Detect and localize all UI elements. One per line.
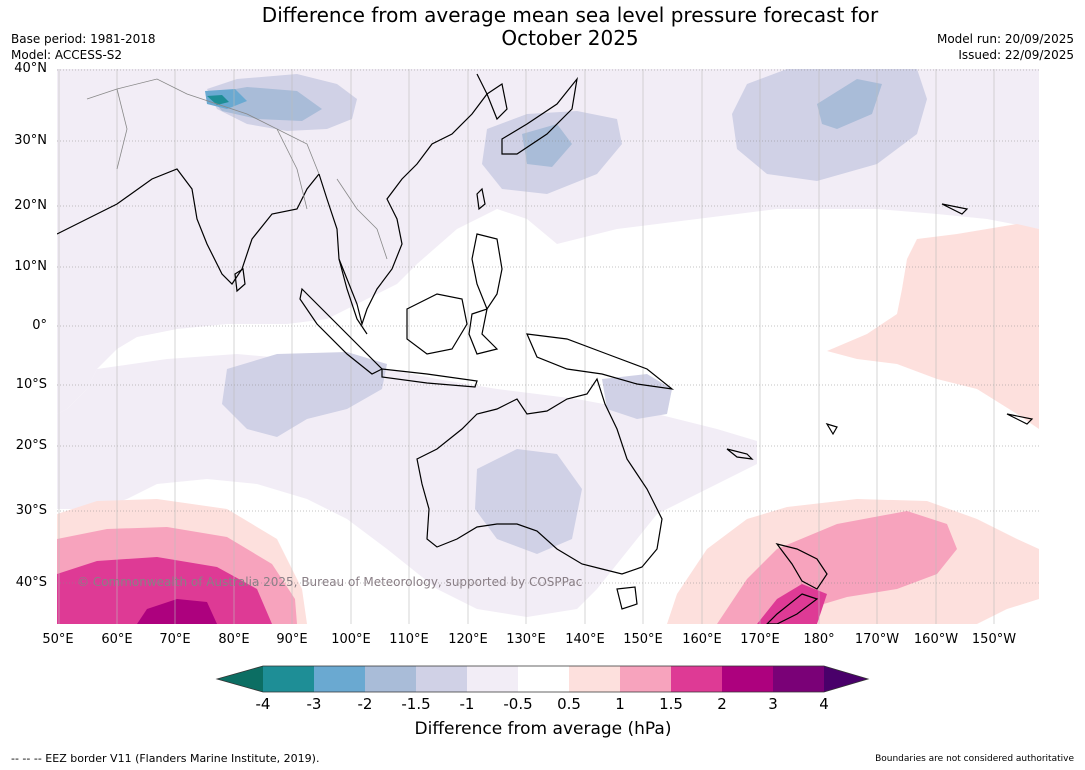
lon-label-50e: 50°E (42, 632, 74, 647)
colorbar-tick-label: 2 (717, 695, 727, 713)
malay-peninsula (338, 258, 368, 335)
pacific-islands (726, 203, 1034, 460)
colorbar-segment-8 (620, 666, 671, 692)
lat-label-40n: 40°N (14, 61, 47, 76)
new-zealand-north (775, 543, 828, 590)
coastlines (57, 73, 1034, 624)
base-period: Base period: 1981-2018 (11, 32, 156, 46)
lon-label-130e: 130°E (506, 632, 546, 647)
anomaly-region-tasman-1.5 (757, 584, 827, 624)
lon-label-80e: 80°E (218, 632, 250, 647)
anomaly-region-australia (475, 449, 582, 554)
model-name: Model: ACCESS-S2 (11, 48, 123, 62)
meridians (58, 69, 995, 624)
lon-label-170w: 170°W (854, 632, 900, 647)
lat-label-10n: 10°N (14, 259, 47, 274)
lat-label-30n: 30°N (14, 133, 47, 148)
lat-label-20s: 20°S (15, 438, 47, 453)
copyright-text: © Commonwealth of Australia 2025, Bureau… (77, 575, 582, 589)
lon-label-170e: 170°E (740, 632, 780, 647)
colorbar-segment-11 (773, 666, 824, 692)
anomaly-band-minus-0.5-south (57, 354, 757, 617)
korea-coast (486, 83, 508, 121)
colorbar-tick-label: -1.5 (401, 695, 431, 713)
tasmania (616, 586, 638, 610)
boundary-disclaimer: Boundaries are not considered authoritat… (875, 754, 1074, 764)
border-south-asia (86, 78, 388, 260)
colorbar-title: Difference from average (hPa) (414, 719, 672, 739)
japan-coast (501, 76, 578, 155)
colorbar-tick-label: 4 (819, 695, 829, 713)
india-coast (57, 168, 320, 285)
borneo (406, 293, 468, 355)
colorbar-segment-6 (518, 666, 569, 692)
colorbar-tick-label: -1 (459, 695, 475, 713)
lat-label-40s: 40°S (15, 575, 47, 590)
lon-label-150w: 150°W (971, 632, 1017, 647)
colorbar-tick-label: 1.5 (659, 695, 683, 713)
anomaly-region-indian-ocean (222, 352, 387, 437)
lon-label-160w: 160°W (913, 632, 959, 647)
anomaly-region-southwest-1.5 (57, 557, 272, 624)
lat-label-equator: 0° (32, 318, 47, 333)
colorbar-segment-4 (416, 666, 467, 692)
colorbar-tick-label: -4 (255, 695, 271, 713)
map-svg: © Commonwealth of Australia 2025, Bureau… (57, 69, 1039, 624)
australia-coast (416, 377, 663, 575)
country-borders (86, 78, 388, 260)
lon-label-160e: 160°E (682, 632, 722, 647)
lon-label-180: 180° (803, 632, 835, 647)
colorbar-tick-label: 3 (768, 695, 778, 713)
colorbar-tick-label: 1 (615, 695, 625, 713)
model-run: Model run: 20/09/2025 (936, 32, 1074, 46)
sumatra (299, 287, 384, 375)
colorbar-segment-1 (263, 666, 314, 692)
base-info: Base period: 1981-2018 Model: ACCESS-S2 (11, 31, 156, 63)
lon-label-150e: 150°E (623, 632, 663, 647)
colorbar-segment-7 (569, 666, 620, 692)
anomaly-region-southwest-2 (137, 599, 217, 624)
sri-lanka (234, 267, 246, 293)
lat-label-10s: 10°S (15, 377, 47, 392)
lon-label-110e: 110°E (389, 632, 429, 647)
eez-note: -- -- -- EEZ border V11 (Flanders Marine… (11, 752, 320, 765)
philippines (471, 233, 503, 311)
anomaly-region-east-pacific-positive (827, 224, 1039, 429)
issued-date: Issued: 22/09/2025 (958, 48, 1074, 62)
colorbar-segment-0 (217, 666, 263, 692)
java (381, 368, 478, 388)
colorbar-tick-label: -2 (357, 695, 373, 713)
anomaly-region-japan-core (522, 124, 572, 167)
title-line-2: October 2025 (501, 26, 639, 50)
lat-label-30s: 30°S (15, 503, 47, 518)
pressure-anomaly-map: © Commonwealth of Australia 2025, Bureau… (57, 69, 1039, 624)
colorbar-tick-label: 0.5 (557, 695, 581, 713)
anomaly-region-tasman-1 (717, 511, 957, 624)
colorbar-segment-12 (824, 666, 868, 692)
colorbar-outline (215, 665, 870, 693)
lon-label-60e: 60°E (101, 632, 133, 647)
colorbar-segment-2 (314, 666, 365, 692)
taiwan (476, 187, 486, 211)
lon-label-140e: 140°E (565, 632, 605, 647)
lon-label-70e: 70°E (159, 632, 191, 647)
run-info: Model run: 20/09/2025 Issued: 22/09/2025 (937, 31, 1074, 63)
colorbar-tick-label: -0.5 (503, 695, 533, 713)
lon-label-100e: 100°E (331, 632, 371, 647)
lon-label-120e: 120°E (448, 632, 488, 647)
colorbar (215, 665, 870, 693)
colorbar-segment-5 (467, 666, 518, 692)
colorbar-segment-3 (365, 666, 416, 692)
colorbar-segment-10 (722, 666, 773, 692)
new-zealand-south (766, 593, 819, 624)
anomaly-region-north-pacific-core (817, 79, 882, 129)
colorbar-segment-9 (671, 666, 722, 692)
colorbar-tick-label: -3 (306, 695, 322, 713)
map-title: Difference from average mean sea level p… (170, 4, 970, 50)
lat-label-20n: 20°N (14, 198, 47, 213)
title-line-1: Difference from average mean sea level p… (261, 3, 879, 27)
anomaly-core-teal (207, 95, 229, 105)
lon-label-90e: 90°E (276, 632, 308, 647)
new-guinea (526, 333, 675, 390)
